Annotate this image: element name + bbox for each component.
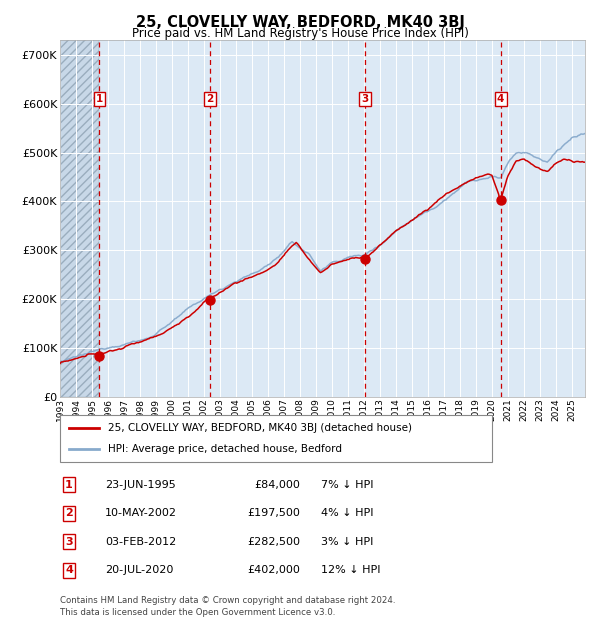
Text: 03-FEB-2012: 03-FEB-2012 — [105, 537, 176, 547]
Text: This data is licensed under the Open Government Licence v3.0.: This data is licensed under the Open Gov… — [60, 608, 335, 617]
Text: 3: 3 — [362, 94, 369, 104]
Text: 10-MAY-2002: 10-MAY-2002 — [105, 508, 177, 518]
Text: 3: 3 — [65, 537, 73, 547]
Text: HPI: Average price, detached house, Bedford: HPI: Average price, detached house, Bedf… — [107, 444, 341, 454]
Text: Contains HM Land Registry data © Crown copyright and database right 2024.: Contains HM Land Registry data © Crown c… — [60, 596, 395, 606]
Text: £84,000: £84,000 — [254, 480, 300, 490]
Text: 23-JUN-1995: 23-JUN-1995 — [105, 480, 176, 490]
Text: 4: 4 — [497, 94, 504, 104]
Text: 12% ↓ HPI: 12% ↓ HPI — [321, 565, 380, 575]
Text: 3% ↓ HPI: 3% ↓ HPI — [321, 537, 373, 547]
Text: 7% ↓ HPI: 7% ↓ HPI — [321, 480, 373, 490]
Text: 1: 1 — [96, 94, 103, 104]
Text: £402,000: £402,000 — [247, 565, 300, 575]
Text: £282,500: £282,500 — [247, 537, 300, 547]
Text: £197,500: £197,500 — [247, 508, 300, 518]
Text: 25, CLOVELLY WAY, BEDFORD, MK40 3BJ (detached house): 25, CLOVELLY WAY, BEDFORD, MK40 3BJ (det… — [107, 423, 412, 433]
Text: 4: 4 — [65, 565, 73, 575]
FancyBboxPatch shape — [60, 415, 492, 462]
Text: 1: 1 — [65, 480, 73, 490]
Bar — [60, 40, 100, 397]
Text: 2: 2 — [206, 94, 214, 104]
Text: 2: 2 — [65, 508, 73, 518]
Text: 25, CLOVELLY WAY, BEDFORD, MK40 3BJ: 25, CLOVELLY WAY, BEDFORD, MK40 3BJ — [136, 15, 464, 30]
Text: 20-JUL-2020: 20-JUL-2020 — [105, 565, 173, 575]
Text: Price paid vs. HM Land Registry's House Price Index (HPI): Price paid vs. HM Land Registry's House … — [131, 27, 469, 40]
Text: 4% ↓ HPI: 4% ↓ HPI — [321, 508, 373, 518]
